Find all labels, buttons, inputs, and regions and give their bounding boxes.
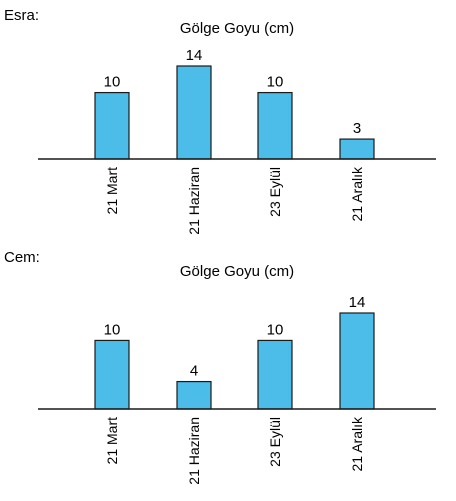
bar-chart-2: Cem: Gölge Goyu (cm) 10 21 Mart 4 21 Haziran 1… [4,249,436,485]
data-label: 3 [353,120,361,137]
data-label: 10 [267,321,284,338]
student-name: Cem: [4,249,40,266]
student-name: Esra: [4,7,39,24]
bar [257,91,293,160]
data-label: 14 [349,294,366,311]
data-label: 10 [267,74,284,91]
data-label: 10 [104,321,121,338]
category-tick-label: 23 Eylül [267,167,283,217]
category-tick-label: 21 Mart [104,417,120,465]
bar [339,312,375,410]
bar [94,91,130,160]
bar [257,339,293,410]
bar [94,339,130,410]
category-tick-label: 21 Haziran [186,417,202,485]
data-label: 14 [186,47,203,64]
category-tick-label: 21 Aralık [349,166,365,221]
category-tick-label: 21 Aralık [349,416,365,471]
chart-title: Gölge Goyu (cm) [180,263,294,280]
data-label: 4 [190,363,198,380]
bar-chart-1: Esra: Gölge Goyu (cm) 10 21 Mart 14 21 Hazira… [4,7,436,235]
category-tick-label: 21 Mart [104,167,120,215]
bar [176,65,212,160]
bar [339,138,375,160]
chart-title: Gölge Goyu (cm) [180,20,294,37]
data-label: 10 [104,74,121,91]
bar [176,380,212,410]
category-tick-label: 21 Haziran [186,167,202,235]
category-tick-label: 23 Eylül [267,417,283,467]
